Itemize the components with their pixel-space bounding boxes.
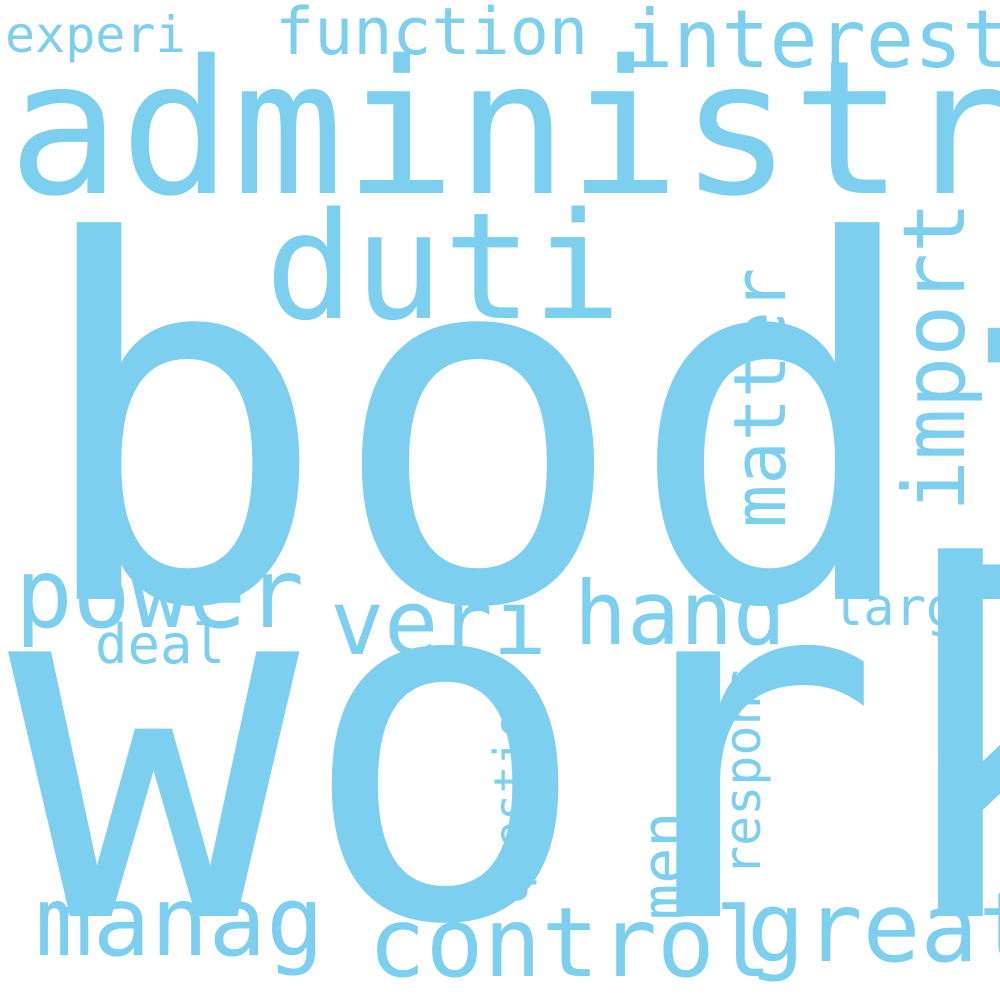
word-hand: hand bbox=[574, 562, 786, 665]
word-function: function bbox=[275, 0, 589, 70]
word-veri: veri bbox=[330, 571, 547, 676]
word-import: import bbox=[885, 201, 985, 512]
word-duti: duti bbox=[265, 181, 622, 353]
word-respons: respons bbox=[714, 665, 772, 876]
word-interest: interest bbox=[625, 0, 1000, 86]
word-deal: deal bbox=[95, 613, 226, 676]
word-great: great bbox=[747, 872, 1000, 984]
word-control: control bbox=[368, 887, 773, 999]
word-power: power bbox=[15, 538, 304, 650]
word-bodi: bodi bbox=[30, 139, 1000, 716]
word-matter: matter bbox=[718, 267, 802, 528]
word-larg: larg bbox=[832, 578, 958, 638]
word-men: men bbox=[629, 811, 699, 920]
word-administr: administr bbox=[8, 20, 1000, 237]
word-question: question bbox=[484, 682, 538, 904]
word-experi: experi bbox=[5, 6, 186, 64]
word-manag: manag bbox=[35, 866, 324, 978]
word-work: work bbox=[8, 468, 1000, 1000]
